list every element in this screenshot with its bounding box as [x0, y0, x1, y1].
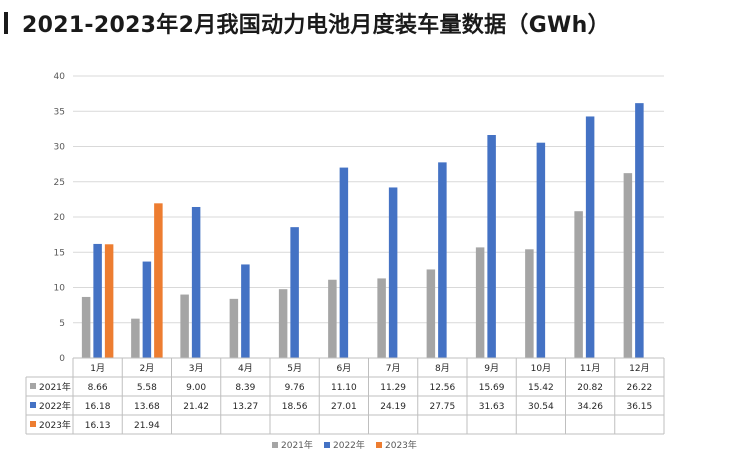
data-label: 36.15 [626, 402, 652, 412]
x-tick-label: 5月 [287, 363, 302, 374]
series-name: 2023年 [39, 419, 71, 431]
legend-key [30, 402, 36, 408]
x-tick-label: 7月 [386, 363, 401, 374]
bar-2 [191, 206, 201, 358]
legend-label: 2021年 [281, 439, 313, 451]
data-label: 9.76 [285, 383, 305, 393]
data-label: 27.75 [429, 402, 455, 412]
legend-swatch [376, 442, 382, 448]
x-tick-label: 1月 [90, 363, 105, 374]
data-label: 27.01 [331, 402, 357, 412]
data-label: 16.13 [85, 421, 111, 431]
data-label: 11.10 [331, 383, 357, 393]
data-label: 26.22 [626, 383, 652, 393]
series-name: 2021年 [39, 381, 71, 393]
data-label: 16.18 [85, 402, 111, 412]
data-label: 15.69 [479, 383, 505, 393]
y-tick-label: 0 [59, 354, 65, 364]
y-tick-label: 15 [54, 248, 65, 258]
y-tick-label: 35 [54, 107, 65, 117]
x-tick-label: 12月 [629, 363, 649, 374]
data-label: 15.42 [528, 383, 554, 393]
bar-1 [623, 173, 633, 358]
bar-1 [229, 298, 239, 358]
data-label: 13.68 [134, 402, 160, 412]
data-label: 31.63 [479, 402, 505, 412]
bar-2 [241, 264, 250, 358]
x-tick-label: 10月 [531, 363, 551, 374]
data-label: 20.82 [577, 383, 603, 393]
data-label: 11.29 [380, 383, 406, 393]
series-name: 2022年 [39, 400, 71, 412]
bar-2 [487, 135, 496, 358]
data-label: 5.58 [137, 383, 157, 393]
x-tick-label: 2月 [140, 363, 155, 374]
bar-2 [388, 187, 398, 358]
x-tick-label: 11月 [580, 363, 600, 374]
y-tick-label: 10 [54, 284, 66, 294]
legend-swatch [272, 442, 278, 448]
data-label: 13.27 [232, 402, 258, 412]
bar-1 [131, 318, 140, 358]
bar-2 [93, 243, 102, 358]
legend-label: 2022年 [333, 439, 365, 451]
data-label: 18.56 [282, 402, 308, 412]
legend-key [30, 421, 36, 427]
title-bar: 2021-2023年2月我国动力电池月度装车量数据（GWh） [0, 0, 744, 46]
y-tick-label: 5 [59, 319, 65, 329]
y-tick-label: 40 [54, 72, 66, 82]
y-tick-label: 30 [54, 143, 66, 153]
data-label: 8.66 [88, 383, 108, 393]
bar-1 [574, 211, 583, 358]
title-accent-bar [4, 12, 8, 34]
data-label: 8.39 [235, 383, 255, 393]
data-label: 34.26 [577, 402, 603, 412]
bar-2 [339, 167, 349, 358]
data-label: 12.56 [429, 383, 455, 393]
data-label: 30.54 [528, 402, 554, 412]
bar-2 [142, 261, 152, 358]
bar-1 [180, 294, 189, 358]
data-label: 21.94 [134, 421, 160, 431]
bar-2 [585, 116, 595, 358]
bar-1 [328, 279, 337, 358]
bar-1 [377, 278, 386, 358]
chart-area: 0 5 10 15 20 25 30 35 40 1月 2月 3月 4月 5月 6月 7月 8月 9月 10月 11月… [22, 60, 722, 460]
y-tick-label: 20 [54, 213, 66, 223]
data-label: 21.42 [183, 402, 209, 412]
data-label: 9.00 [186, 383, 206, 393]
bar-1 [81, 296, 91, 358]
bar-3 [154, 203, 163, 358]
bar-2 [536, 142, 546, 358]
bar-2 [635, 103, 644, 358]
x-tick-label: 3月 [189, 363, 204, 374]
bar-1 [426, 269, 436, 358]
bar-3 [104, 244, 114, 358]
legend-swatch [324, 442, 330, 448]
x-tick-label: 4月 [238, 363, 253, 374]
bar-1 [278, 289, 288, 358]
bar-chart: 0 5 10 15 20 25 30 35 40 1月 2月 3月 4月 5月 6月 7月 8月 9月 10月 11月… [25, 72, 665, 451]
bar-1 [475, 247, 485, 358]
x-tick-label: 6月 [337, 363, 352, 374]
data-label: 24.19 [380, 402, 406, 412]
y-tick-label: 25 [54, 178, 65, 188]
x-tick-label: 8月 [435, 363, 450, 374]
x-tick-label: 9月 [484, 363, 499, 374]
bar-2 [438, 162, 447, 358]
legend-label: 2023年 [385, 439, 417, 451]
chart-title: 2021-2023年2月我国动力电池月度装车量数据（GWh） [22, 13, 610, 38]
bar-1 [525, 249, 534, 358]
legend-key [30, 383, 36, 389]
bar-2 [290, 227, 299, 358]
